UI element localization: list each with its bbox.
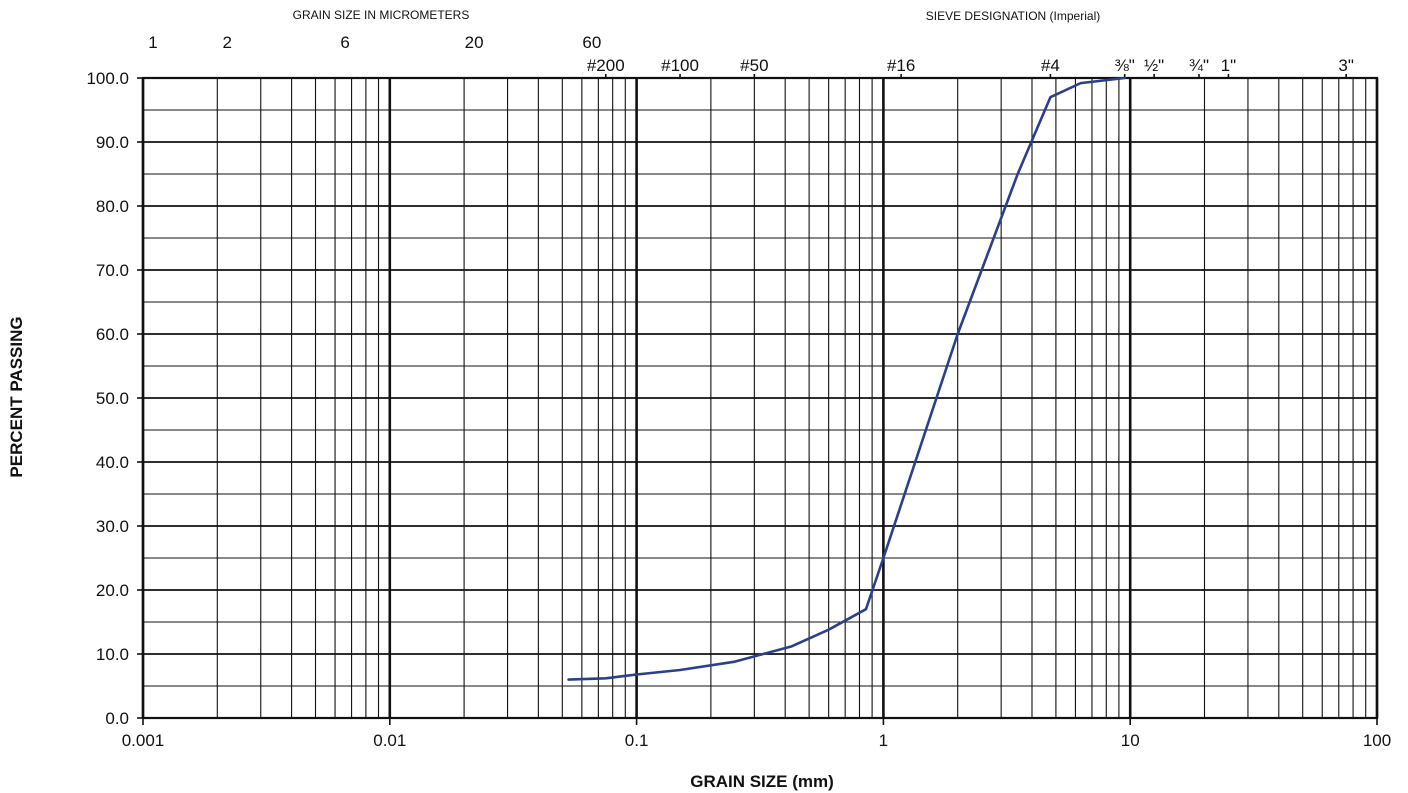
y-tick-label: 70.0: [96, 261, 129, 280]
axis-layer: [137, 74, 1379, 725]
y-tick-label: 0.0: [105, 709, 129, 728]
y-tick-label: 50.0: [96, 389, 129, 408]
series-layer: [567, 76, 1126, 681]
sieve-label: #50: [740, 56, 768, 75]
sieve-label: #200: [587, 56, 625, 75]
sieve-label: #100: [661, 56, 699, 75]
label-layer: GRAIN SIZE IN MICROMETERS SIEVE DESIGNAT…: [7, 8, 1391, 791]
sieve-label: ¾": [1189, 56, 1209, 75]
micrometer-label: 60: [582, 33, 601, 52]
x-tick-label: 1: [879, 731, 888, 750]
sieve-label: #4: [1041, 56, 1060, 75]
x-tick-label: 100: [1363, 731, 1391, 750]
x-axis-title: GRAIN SIZE (mm): [690, 772, 834, 791]
y-tick-label: 20.0: [96, 581, 129, 600]
y-tick-label: 60.0: [96, 325, 129, 344]
x-tick-label: 10: [1121, 731, 1140, 750]
y-tick-label: 100.0: [86, 69, 129, 88]
y-tick-label: 90.0: [96, 133, 129, 152]
micrometer-title: GRAIN SIZE IN MICROMETERS: [293, 8, 470, 22]
micrometer-label: 1: [148, 33, 157, 52]
x-tick-label: 0.1: [625, 731, 649, 750]
y-tick-label: 30.0: [96, 517, 129, 536]
gradation-curve: [567, 76, 1126, 681]
sieve-label: ½": [1144, 56, 1164, 75]
sieve-title: SIEVE DESIGNATION (Imperial): [926, 9, 1100, 23]
sieve-label: #16: [887, 56, 915, 75]
sieve-label: 3": [1338, 56, 1354, 75]
y-tick-label: 10.0: [96, 645, 129, 664]
y-tick-label: 80.0: [96, 197, 129, 216]
x-tick-label: 0.01: [373, 731, 406, 750]
grid-layer: [141, 77, 1379, 719]
sieve-label: 1": [1221, 56, 1237, 75]
micrometer-label: 20: [465, 33, 484, 52]
y-tick-label: 40.0: [96, 453, 129, 472]
y-axis-title: PERCENT PASSING: [7, 316, 26, 477]
micrometer-label: 2: [223, 33, 232, 52]
x-tick-label: 0.001: [122, 731, 165, 750]
sieve-label: ⅜": [1115, 56, 1135, 75]
micrometer-label: 6: [340, 33, 349, 52]
